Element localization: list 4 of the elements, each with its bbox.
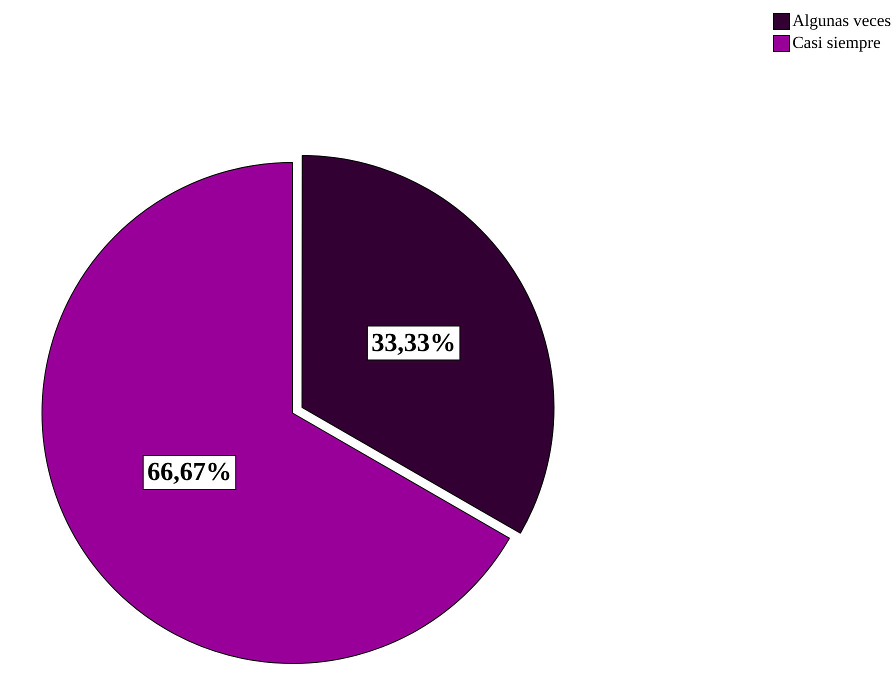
data-label: 66,67% [147, 457, 232, 486]
legend-label: Casi siempre [792, 32, 881, 54]
legend-label: Algunas veces [792, 10, 891, 32]
data-label: 33,33% [371, 328, 456, 357]
